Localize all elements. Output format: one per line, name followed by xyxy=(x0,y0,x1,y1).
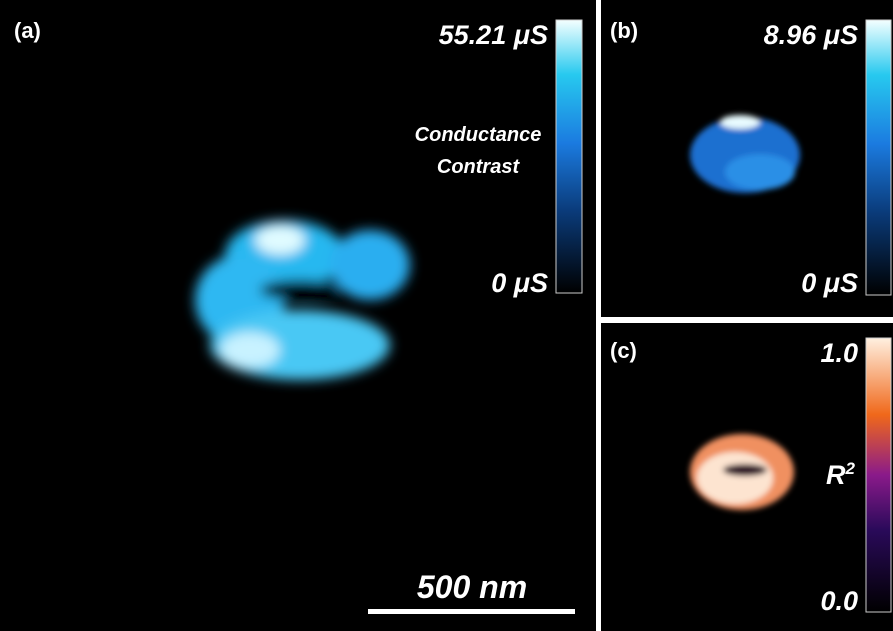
panel-label: (b) xyxy=(610,18,638,43)
colorbar xyxy=(866,20,891,295)
colorbar-max: 1.0 xyxy=(820,338,858,368)
r2-image xyxy=(690,434,794,510)
colorbar-min: 0.0 xyxy=(820,586,858,616)
colorbar-title: R xyxy=(826,460,846,490)
colorbar xyxy=(556,20,582,293)
panel-label: (c) xyxy=(610,338,637,363)
colorbar-min: 0 μS xyxy=(801,268,858,298)
colorbar-title: Conductance xyxy=(415,124,542,146)
panel-label: (a) xyxy=(14,18,41,43)
scale-bar-label: 500 nm xyxy=(417,569,527,605)
colorbar-min: 0 μS xyxy=(491,268,548,298)
colorbar-title-sup: 2 xyxy=(845,459,856,478)
scale-bar xyxy=(368,609,575,614)
colorbar-max: 8.96 μS xyxy=(764,20,858,50)
colorbar xyxy=(866,338,891,612)
figure: (a) 55.21 μS 0 μS Conductance Contrast 5… xyxy=(0,0,893,631)
colorbar-title: Contrast xyxy=(437,156,521,178)
colorbar-max: 55.21 μS xyxy=(439,20,548,50)
